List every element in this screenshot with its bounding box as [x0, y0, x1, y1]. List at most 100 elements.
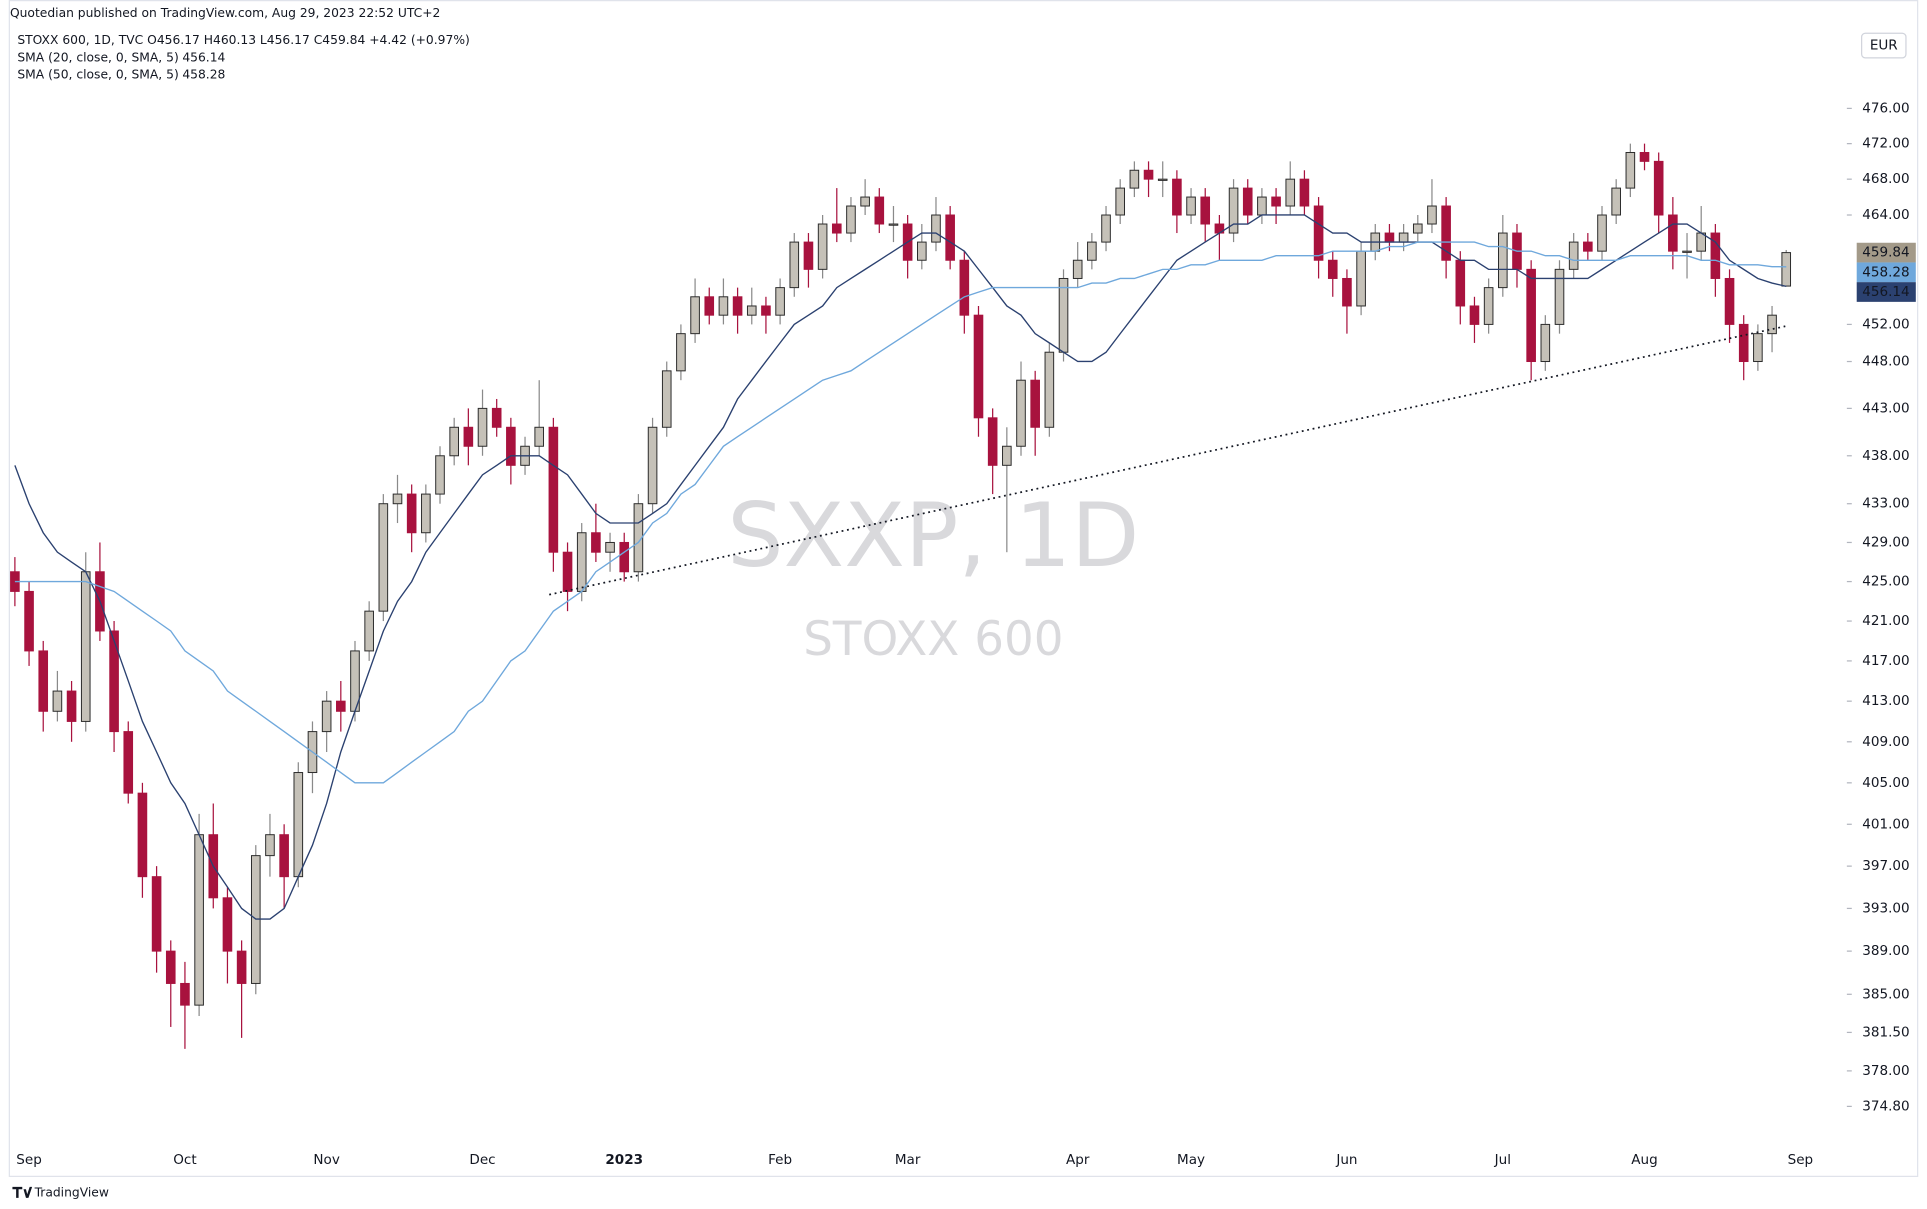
candle-body	[165, 950, 176, 984]
y-tick-label: 417.00	[1862, 653, 1909, 669]
sma-line	[14, 241, 1787, 784]
y-tick-label: 452.00	[1862, 316, 1909, 332]
candle-body	[406, 493, 417, 534]
candle-body	[1299, 178, 1310, 207]
candle-body	[52, 690, 63, 712]
x-tick-label: Feb	[768, 1152, 792, 1168]
candle-body	[1441, 205, 1451, 261]
y-tick-label: 429.00	[1862, 534, 1909, 550]
candle-body	[66, 690, 77, 722]
legend-sma20: SMA (20, close, 0, SMA, 5)	[17, 50, 178, 64]
candle-body	[576, 532, 587, 592]
candle-body	[1356, 250, 1366, 307]
candle-body	[1030, 379, 1040, 428]
candle-body	[1143, 169, 1154, 180]
watermark-subtitle: STOXX 600	[803, 613, 1063, 667]
x-tick-label: Sep	[16, 1152, 42, 1168]
y-tick-label: 405.00	[1862, 775, 1909, 791]
y-tick-label: 381.50	[1862, 1024, 1909, 1040]
candle-body	[1115, 187, 1126, 216]
y-tick-label: 413.00	[1862, 693, 1909, 709]
candle-body	[888, 223, 899, 226]
candle-body	[1540, 323, 1551, 363]
x-tick-label: Mar	[895, 1152, 921, 1168]
candle-body	[1753, 333, 1763, 363]
candle-body	[38, 650, 49, 712]
candle-body	[746, 305, 757, 316]
price-tag	[1856, 282, 1916, 302]
x-tick-label: Oct	[173, 1152, 196, 1168]
candle-body	[1313, 205, 1324, 261]
candle-body	[1724, 277, 1735, 325]
sma-line	[14, 214, 1787, 920]
candle-body	[1483, 287, 1494, 325]
candle-body	[180, 982, 190, 1006]
candle-body	[1058, 277, 1069, 353]
candle-body	[874, 196, 885, 225]
candle-body	[435, 455, 445, 495]
candle-body	[619, 541, 630, 573]
candle-body	[846, 205, 856, 234]
candle-body	[1257, 196, 1267, 216]
candle-body	[364, 610, 374, 652]
x-tick-label: Jun	[1335, 1152, 1357, 1168]
y-tick-label: 397.00	[1862, 858, 1909, 874]
candle-body	[690, 296, 700, 335]
candle-body	[1427, 205, 1437, 225]
price-tag	[1856, 262, 1916, 283]
candle-body	[959, 259, 970, 316]
x-tick-label: Aug	[1631, 1152, 1657, 1168]
y-tick-label: 393.00	[1862, 900, 1909, 916]
candle-body	[562, 551, 573, 592]
candle-body	[1653, 160, 1664, 216]
currency-button[interactable]	[1861, 32, 1907, 59]
price-tag-label: 458.28	[1862, 264, 1909, 280]
y-tick-label: 385.00	[1862, 986, 1909, 1002]
candle-body	[1242, 187, 1253, 216]
candle-body	[1271, 196, 1281, 207]
candle-body	[109, 630, 119, 733]
candle-body	[789, 241, 800, 289]
candle-body	[378, 503, 389, 612]
candle-body	[1554, 268, 1565, 325]
candle-body	[1526, 268, 1536, 363]
candle-body	[1767, 314, 1777, 335]
y-tick-label: 468.00	[1862, 171, 1909, 187]
candle-body	[477, 407, 488, 447]
candle-body	[80, 571, 91, 722]
currency-label[interactable]: EUR	[1870, 38, 1898, 54]
candle-body	[718, 296, 729, 316]
y-tick-label: 425.00	[1862, 574, 1909, 590]
candle-body	[1412, 223, 1423, 234]
candle-body	[1016, 379, 1026, 447]
candle-body	[1738, 323, 1749, 363]
candle-body	[1186, 196, 1196, 216]
candle-body	[293, 772, 304, 878]
y-tick-label: 472.00	[1862, 136, 1909, 152]
candle-body	[123, 731, 134, 794]
y-tick-label: 464.00	[1862, 207, 1909, 223]
legend-sma20-value: 456.14	[182, 50, 225, 64]
y-tick-label: 476.00	[1862, 100, 1909, 116]
candle-body	[1611, 187, 1621, 216]
candle-body	[973, 314, 984, 419]
candle-body	[1568, 241, 1579, 270]
candle-body	[647, 426, 658, 505]
candle-body	[1625, 151, 1636, 189]
candle-body	[775, 287, 785, 316]
candle-body	[449, 426, 459, 457]
y-tick-label: 374.80	[1862, 1098, 1909, 1114]
candle-body	[1072, 259, 1083, 279]
candle-body	[336, 700, 346, 712]
candle-body	[1101, 214, 1111, 243]
candle-body	[1129, 169, 1140, 189]
candle-body	[1172, 178, 1182, 216]
candle-body	[1044, 351, 1055, 428]
candle-body	[506, 426, 516, 466]
candle-body	[1327, 259, 1338, 279]
candle-body	[321, 700, 332, 733]
candle-body	[945, 214, 955, 261]
candle-body	[151, 876, 162, 952]
